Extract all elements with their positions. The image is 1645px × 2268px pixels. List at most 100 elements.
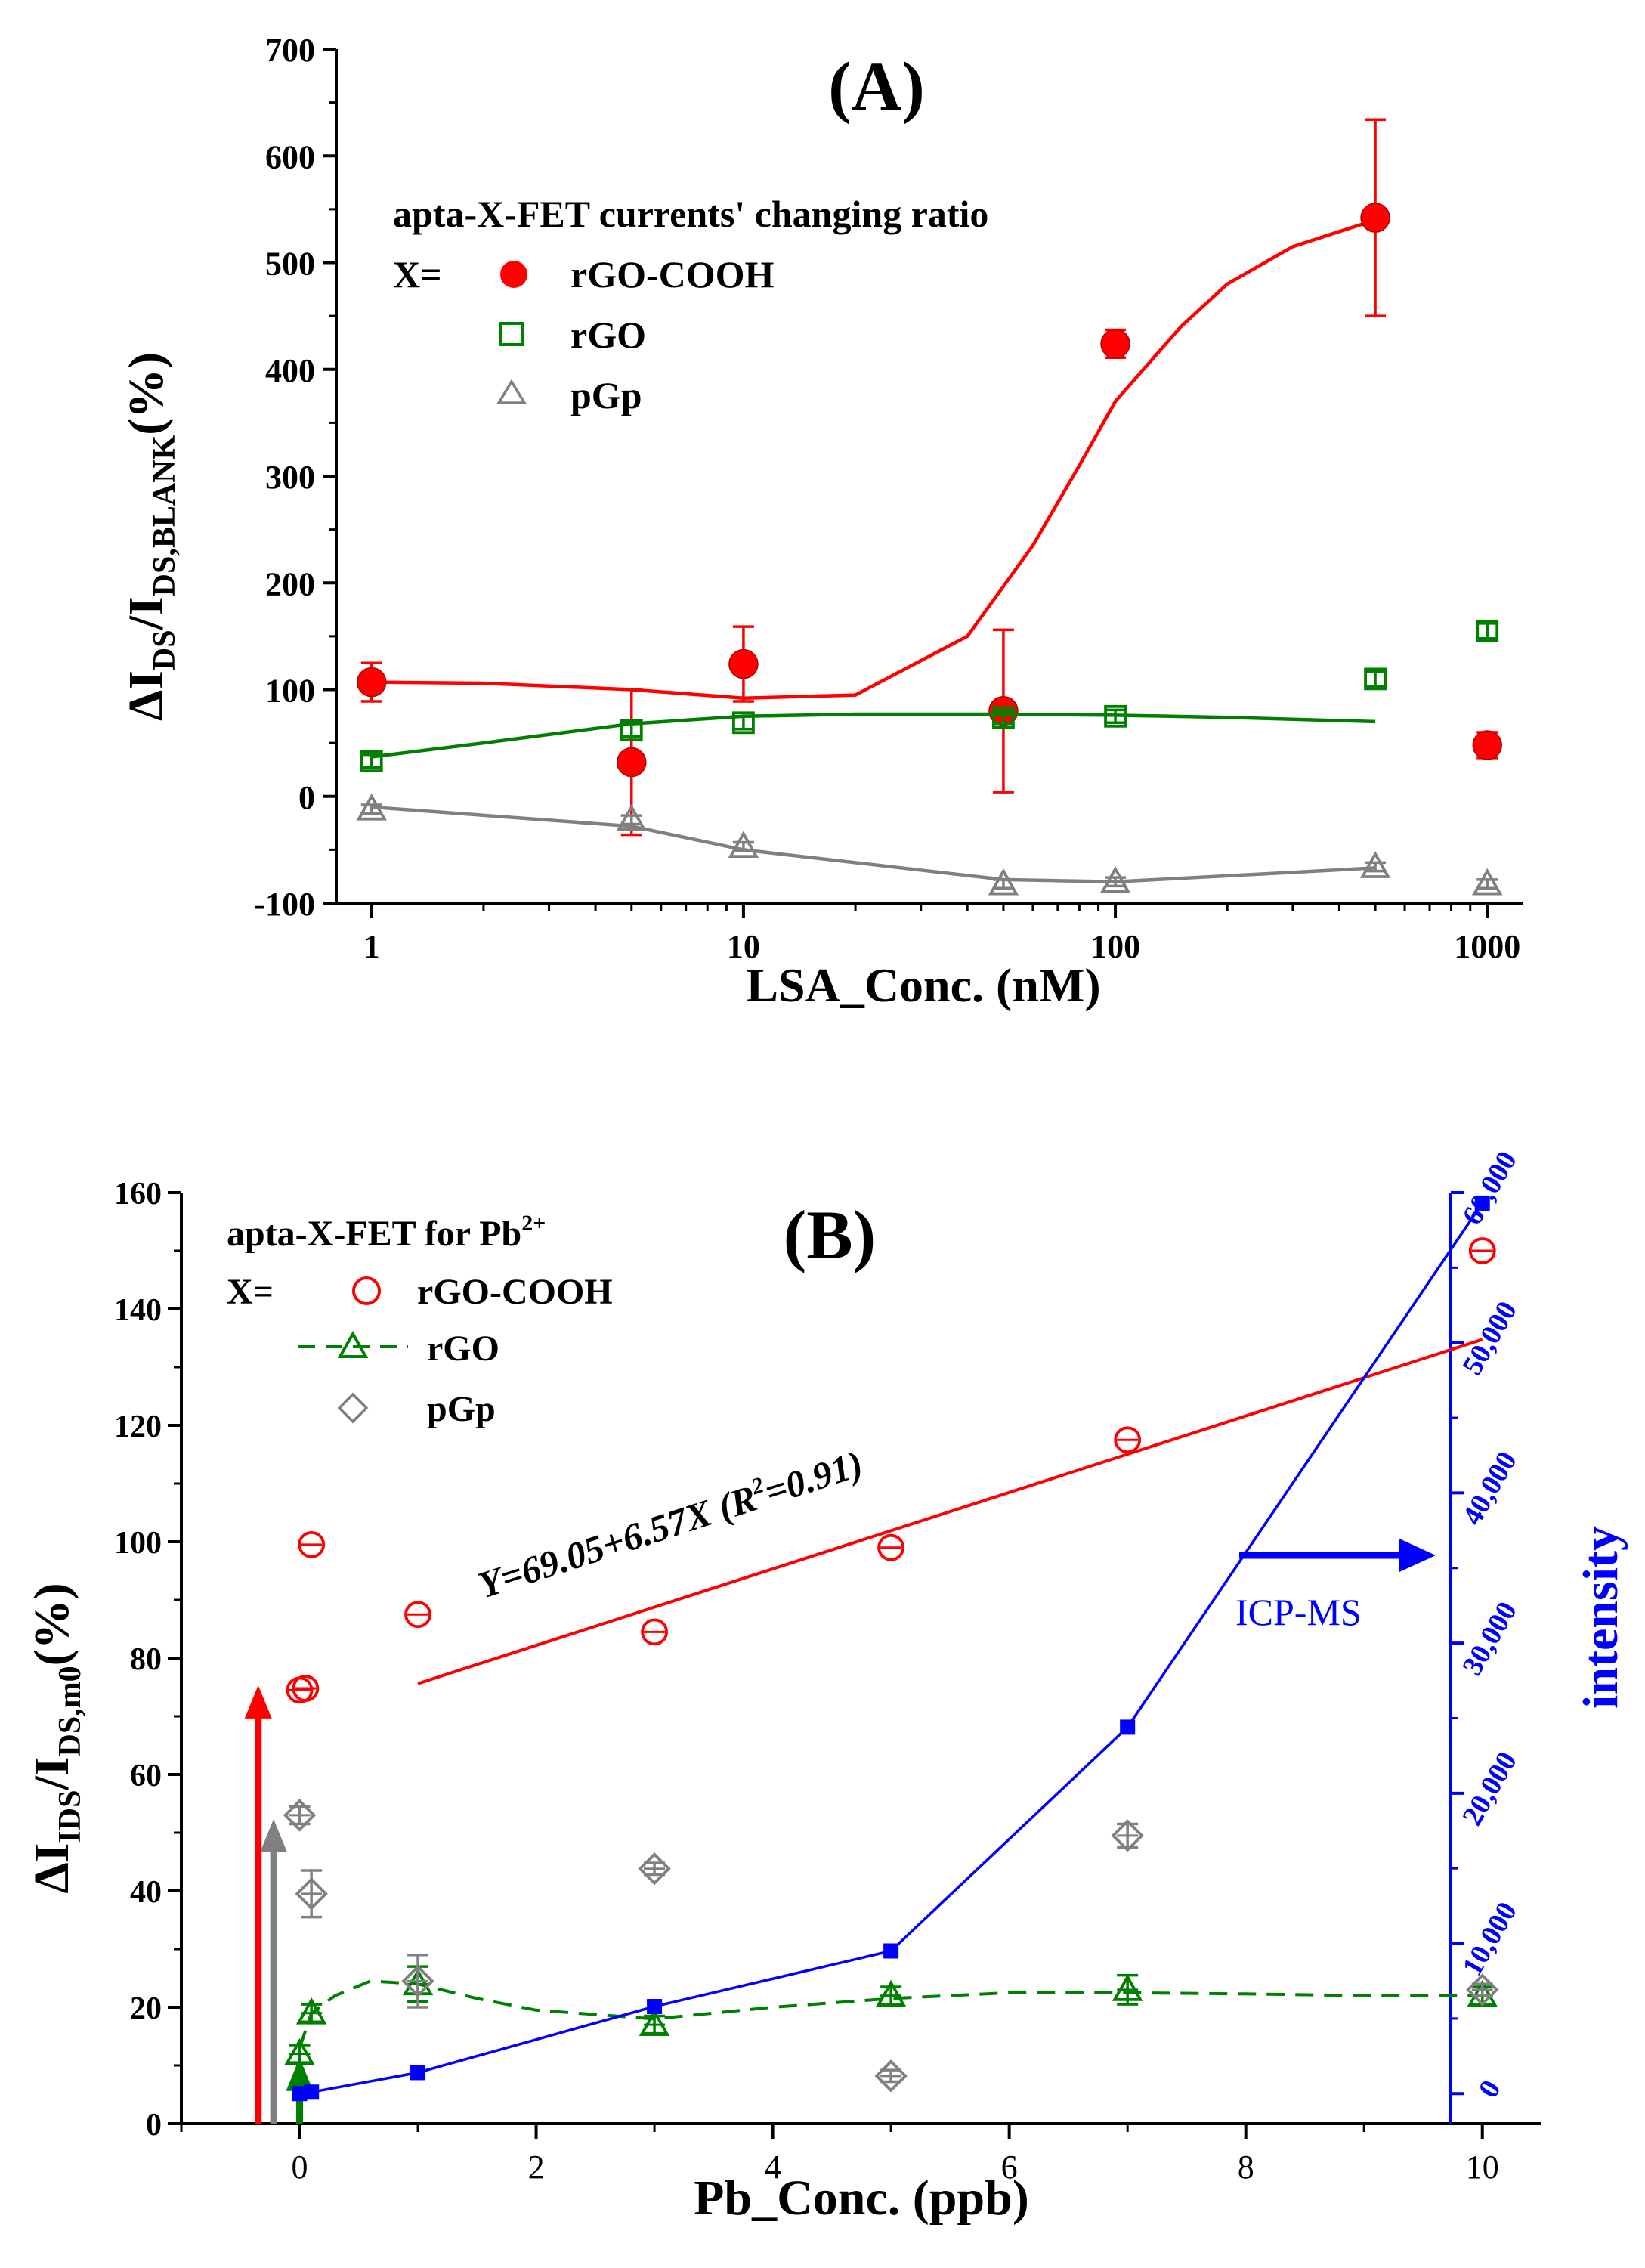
panel-b-rgo-cooh-point [292,1675,320,1702]
panel-a-rgo-point [1104,704,1127,728]
panel-a-pgp-point [1099,865,1131,893]
panel-b-icp-ms-point [647,1999,663,2015]
panel-a-legend-entry-rgo-cooh: rGO-COOH [570,253,775,295]
panel-b-pgp-point [1111,1819,1144,1852]
panel-a-legend-prefix: X= [393,253,442,295]
panel-b-rgo-point [875,1979,907,2007]
panel-a-rgo-cooh-point [357,667,387,698]
panel-b-x-tick-label: 8 [1238,2149,1254,2186]
icp-ms-annotation-label: ICP-MS [1235,1591,1362,1633]
panel-b-legend-title: apta-X-FET for Pb2+ [227,1211,546,1254]
panel-b-rgo-point [1112,1974,1143,2001]
panel-b-x-tick-label: 2 [528,2149,545,2186]
panel-b-y-tick-label: 60 [130,1759,162,1793]
panel-b-icp-ms-point [1120,1719,1136,1735]
panel-a-rgo-point [360,750,383,773]
panel-a-pgp-point [616,803,648,831]
panel-b-rgo-cooh-point [877,1533,905,1561]
panel-a-legend: apta-X-FET currents' changing ratio X= r… [393,193,988,416]
panel-a-marks [356,118,1503,896]
panel-a-rgo-cooh-point [1360,203,1390,233]
panel-b-pgp-point [283,1799,317,1832]
panel-b-arrow-head-icon [260,1819,288,1852]
panel-a-rgo-point [620,719,643,742]
panel-b-legend-prefix: X= [227,1272,274,1312]
panel-b-x-tick-label: 6 [1001,2149,1018,2186]
panel-a-y-tick-label: 600 [265,138,315,175]
panel-b-rgo-cooh-point [1468,1237,1496,1264]
panel-a-pgp-point [1359,851,1391,878]
panel-a-legend-entry-rgo: rGO [570,314,646,356]
panel-a-rgo-cooh-point [728,648,759,679]
panel-b-arrow-head-icon [244,1685,272,1719]
panel-b-icp-ms-point [304,2084,320,2100]
panel-b-x-tick-label: 0 [292,2149,308,2186]
panel-b-x-tick-label: 10 [1466,2149,1499,2186]
panel-a-rgo-cooh-point [1100,329,1130,359]
panel-b-rgo-point [295,1997,327,2025]
panel-a-legend-marker-pgp [496,379,527,404]
panel-a-x-tick-label: 1000 [1454,928,1520,965]
panel-b-arrow-head-icon [286,2057,314,2091]
panel-b-pgp-point [401,1964,434,1998]
panel-a-rgo-cooh-point [1472,730,1502,760]
panel-a-x-axis-label: LSA_Conc. (nM) [746,958,1100,1012]
panel-a-rgo-point [992,706,1015,729]
panel-b-pgp-point [638,1852,671,1886]
panel-a-legend-title: apta-X-FET currents' changing ratio [393,193,988,235]
panel-b-x-tick-label: 4 [765,2149,781,2186]
panel-b-legend-marker-pgp [337,1392,369,1424]
panel-b-rgo-cooh-point [404,1601,431,1629]
panel-b-marks [244,1195,1499,2124]
panel-b-legend-marker-rgo-cooh [352,1276,381,1305]
panel-a-rgo-point [732,711,755,735]
panel-b-legend-marker-rgo [337,1330,369,1358]
panel-a-legend-marker-rgo [499,322,524,346]
panel-a-pgp-point [1471,868,1503,896]
panel-a-pgp-point [356,793,388,821]
panel-a-plot-area: -100 0 100 200 300 400 500 600 700 1 10 100 1000 [254,32,1523,965]
panel-b-y-tick-label: 100 [114,1526,162,1561]
panel-a-y-tick-label: 500 [265,246,315,283]
panel-b-y-tick-label: 120 [114,1409,162,1444]
panel-b-y-tick-label: 160 [114,1177,162,1211]
panel-b-pgp-point [295,1877,328,1911]
panel-a-y-axis-label: ΔIDS/IDS,BLANK(%) [119,352,182,721]
panel-b-y-axis-label-text: ΔIIDS/IDS,m0(%) [24,1583,88,1893]
panel-a-y-tick-label: -100 [254,886,315,923]
panel-b-rgo-cooh-point [298,1530,326,1558]
panel-a-label: (A) [828,48,925,125]
panel-a-x-tick-label: 100 [1090,928,1140,965]
panel-b-y2-axis-label: intensity [1573,1526,1628,1709]
panel-a-pgp-point [988,868,1019,896]
panel-b-icp-ms-annotation: ICP-MS [1235,1539,1436,1633]
panel-a-rgo-cooh-point [617,747,647,778]
panel-b-icp-ms-point [410,2065,426,2081]
panel-b-y-tick-label: 140 [114,1293,162,1328]
panel-a-y-axis-label-text: ΔIDS/IDS,BLANK(%) [119,352,182,721]
panel-a-legend-marker-rgo-cooh [500,261,527,288]
panel-b-label: (B) [784,1196,877,1273]
panel-b-rgo-point [284,2037,315,2065]
panel-b-legend-entry-rgo-cooh: rGO-COOH [417,1272,613,1312]
panel-b-icp-ms-point [883,1943,899,1959]
icp-ms-arrow-head-icon [1399,1539,1436,1572]
panel-a-rgo-fit-line [371,712,1376,759]
panel-a-pgp-point [728,831,759,859]
panel-a-x-tick-label: 10 [727,928,760,965]
panel-a-pgp-fit-line [371,805,1376,884]
panel-a-x-tick-label: 1 [363,928,380,965]
chart-panel-a: -100 0 100 200 300 400 500 600 700 1 10 100 1000 (A)… [119,32,1523,1012]
panel-b-icp-ms-point [292,2086,308,2102]
panel-b-x-axis-label: Pb_Conc. (ppb) [694,2171,1029,2226]
panel-b-y-tick-label: 40 [130,1875,162,1910]
panel-b-rgo-point [639,2009,670,2036]
panel-a-legend-entry-pgp: pGp [570,374,642,416]
panel-b-linear-fit-line [417,1338,1483,1685]
panel-a-y-tick-label: 400 [265,352,315,389]
panel-b-legend-entry-pgp: pGp [427,1389,496,1429]
panel-a-y-tick-label: 200 [265,565,315,602]
panel-b-pgp-point [874,2059,908,2093]
